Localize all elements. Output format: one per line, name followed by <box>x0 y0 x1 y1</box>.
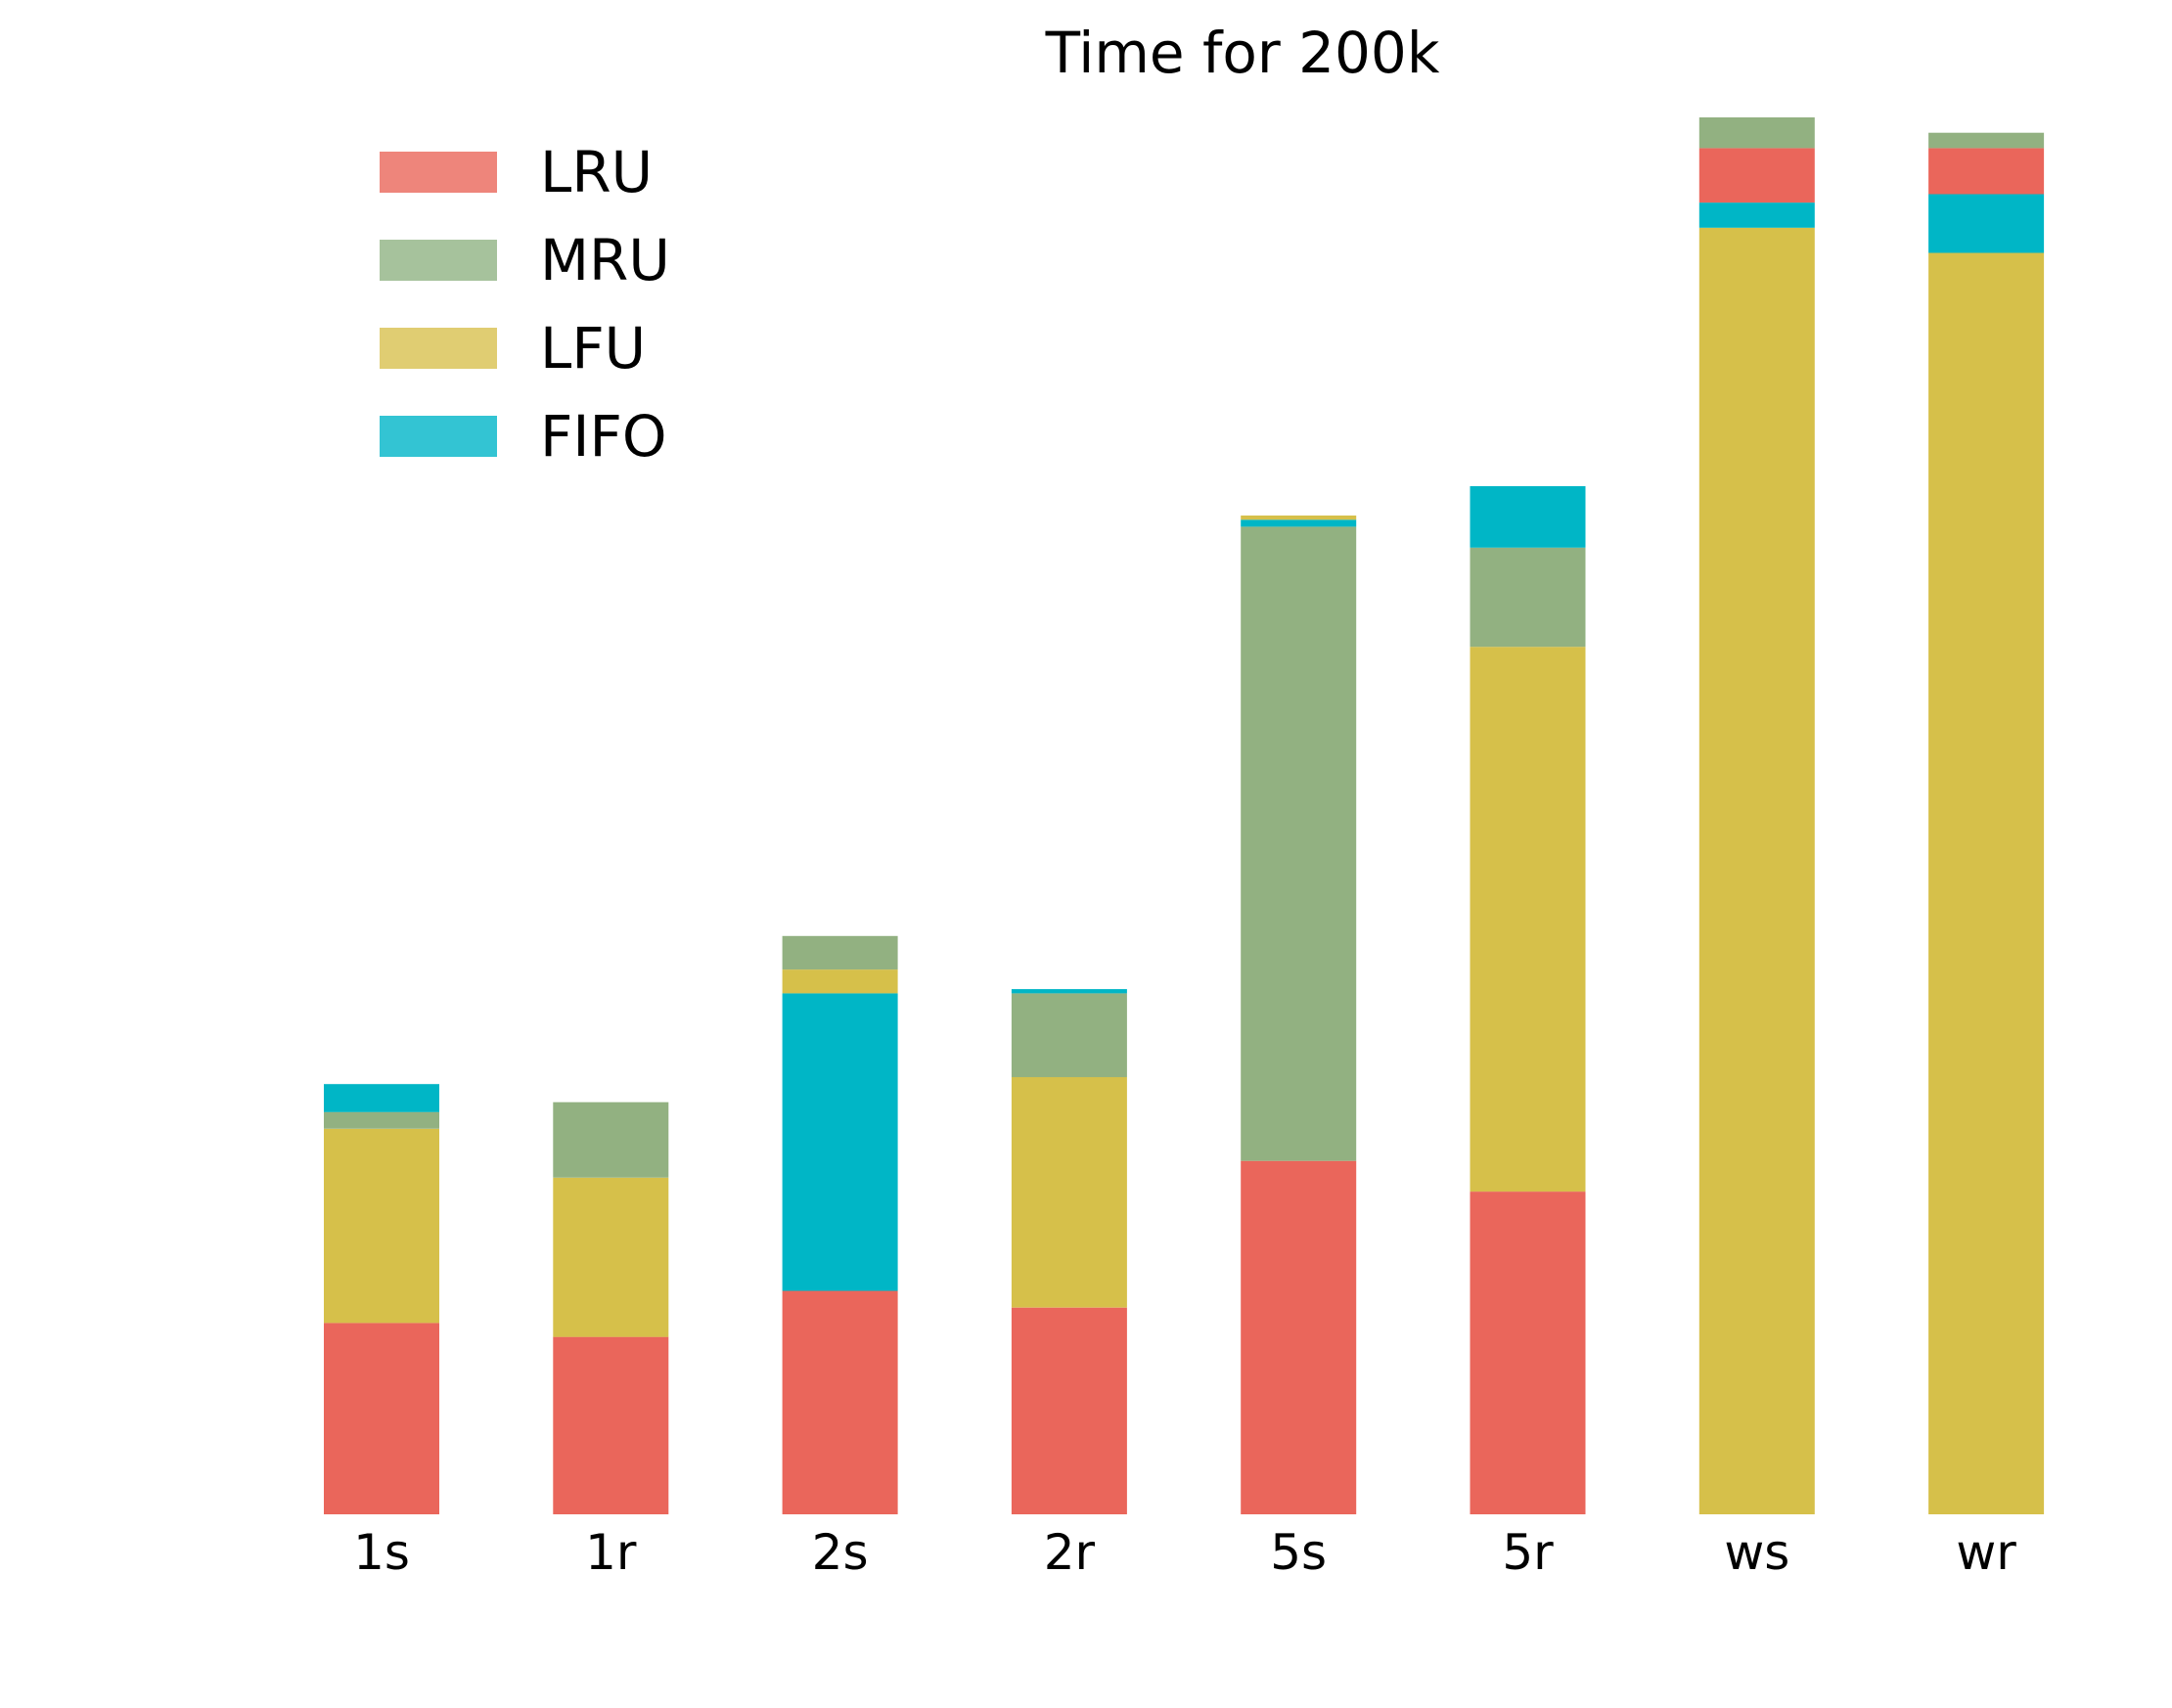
legend-label-mru: MRU <box>540 227 670 293</box>
bar-segment-5s-lru <box>1241 1160 1357 1514</box>
bar-segment-ws-lfu <box>1698 227 1815 1514</box>
legend-label-fifo: FIFO <box>540 403 666 470</box>
bar-segment-wr-lfu <box>1928 252 2045 1514</box>
legend-swatch-mru <box>380 240 497 281</box>
legend-label-lru: LRU <box>540 139 653 205</box>
bar-segment-1s-lru <box>324 1323 439 1514</box>
bars-group <box>324 117 2045 1514</box>
legend-swatch-fifo <box>380 416 497 457</box>
bar-segment-1s-mru <box>324 1111 439 1129</box>
bar-segment-2s-fifo <box>782 993 898 1291</box>
x-tick-label: 5r <box>1502 1524 1554 1581</box>
bar-segment-wr-lru <box>1928 148 2045 195</box>
bar-segment-2r-fifo <box>1011 989 1127 994</box>
bar-segment-2r-mru <box>1011 993 1127 1078</box>
legend: LRU MRU LFU FIFO <box>380 139 670 470</box>
legend-label-lfu: LFU <box>540 315 646 382</box>
bar-segment-wr-fifo <box>1928 194 2045 253</box>
x-tick-label: wr <box>1956 1524 2016 1581</box>
x-tick-label: ws <box>1724 1524 1789 1581</box>
bar-segment-1r-lfu <box>553 1177 669 1337</box>
bar-segment-1r-lru <box>553 1336 669 1514</box>
legend-swatch-lru <box>380 152 497 193</box>
x-tick-labels: 1s 1r 2s 2r 5s 5r ws wr <box>353 1524 2016 1581</box>
bar-segment-ws-mru <box>1698 117 1815 149</box>
bar-segment-5r-mru <box>1470 547 1586 648</box>
bar-segment-ws-lru <box>1698 148 1815 203</box>
bar-segment-5r-lfu <box>1470 647 1586 1192</box>
bar-segment-5r-lru <box>1470 1191 1586 1514</box>
x-tick-label: 1s <box>353 1524 410 1581</box>
bar-segment-2r-lfu <box>1011 1077 1127 1308</box>
bar-segment-1r-mru <box>553 1101 669 1178</box>
bar-segment-2r-lru <box>1011 1307 1127 1514</box>
bar-segment-5r-fifo <box>1470 486 1586 548</box>
bar-segment-2s-mru <box>782 935 898 970</box>
x-tick-label: 2r <box>1044 1524 1096 1581</box>
bar-segment-wr-mru <box>1928 132 2045 149</box>
bar-segment-2s-lfu <box>782 969 898 994</box>
x-tick-label: 5s <box>1270 1524 1327 1581</box>
bar-segment-ws-fifo <box>1698 202 1815 228</box>
bar-segment-2s-lru <box>782 1290 898 1514</box>
bar-segment-5s-mru <box>1241 526 1357 1161</box>
bar-segment-5s-fifo <box>1241 519 1357 527</box>
legend-swatch-lfu <box>380 328 497 369</box>
x-tick-label: 2s <box>812 1524 869 1581</box>
chart-title: Time for 200k <box>1045 20 1440 86</box>
x-tick-label: 1r <box>585 1524 637 1581</box>
bar-segment-1s-fifo <box>324 1084 439 1112</box>
bar-segment-5s-lfu <box>1241 516 1357 520</box>
bar-segment-1s-lfu <box>324 1128 439 1324</box>
